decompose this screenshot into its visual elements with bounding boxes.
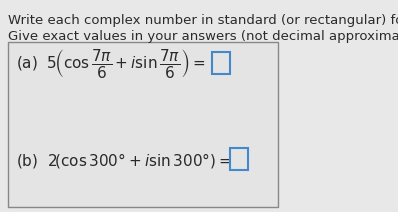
Bar [230, 148, 248, 170]
Text: (a)  $5\!\left(\cos\dfrac{7\pi}{6}+i\sin\dfrac{7\pi}{6}\right)=$: (a) $5\!\left(\cos\dfrac{7\pi}{6}+i\sin\… [16, 47, 205, 81]
Text: Give exact values in your answers (not decimal approximations).: Give exact values in your answers (not d… [8, 30, 398, 43]
Bar [212, 52, 230, 74]
Text: Write each complex number in standard (or rectangular) form.: Write each complex number in standard (o… [8, 14, 398, 27]
FancyBboxPatch shape [8, 42, 278, 207]
Text: (b)  $2\!\left(\cos300°+i\sin300°\right)=$: (b) $2\!\left(\cos300°+i\sin300°\right)=… [16, 151, 231, 170]
